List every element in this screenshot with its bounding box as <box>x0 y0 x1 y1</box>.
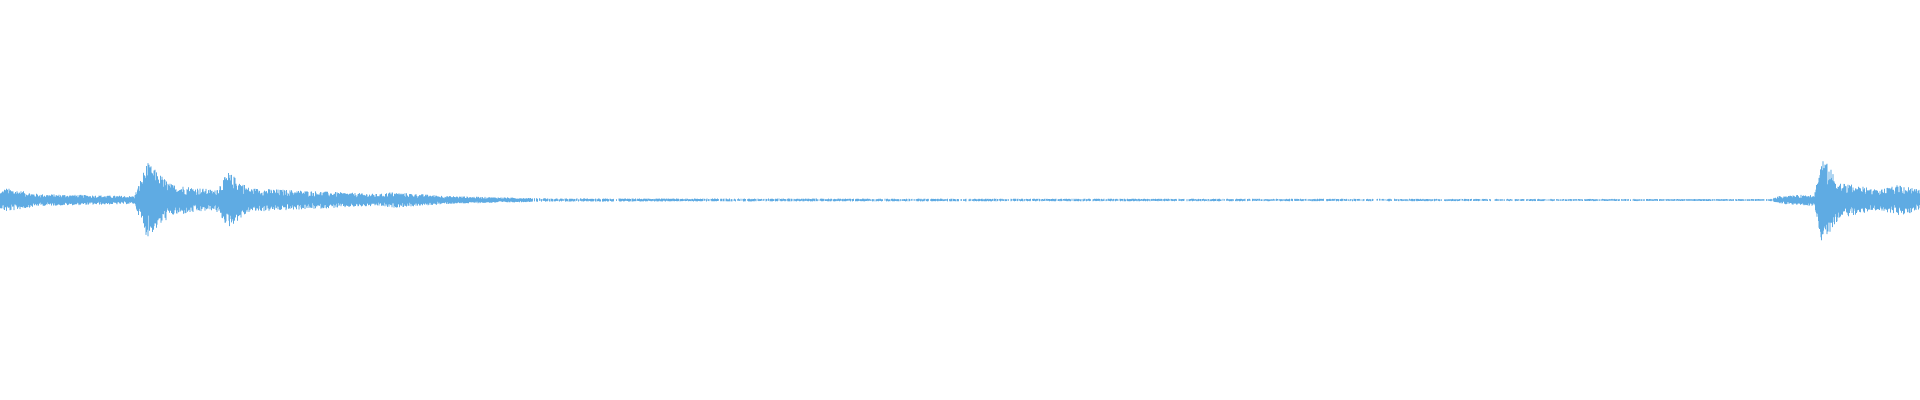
waveform-trace <box>0 161 1920 241</box>
